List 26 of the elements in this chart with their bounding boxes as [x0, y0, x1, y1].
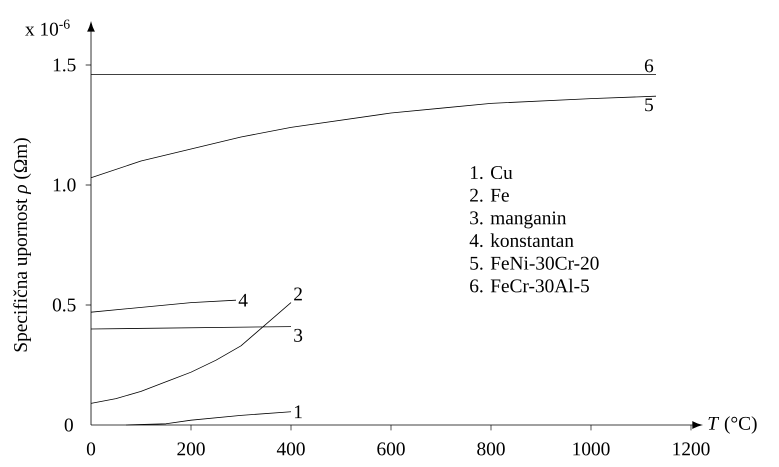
series-label: 5: [645, 98, 653, 112]
annotation: 3. manganin: [470, 211, 566, 228]
annotation: 6. FeCr-30Al-5: [470, 278, 589, 292]
series-label: 3: [294, 328, 302, 342]
y-axis-title: Specifična upornost ρ (Ωm): [13, 138, 31, 352]
y-tick-label: 1.5: [54, 58, 76, 72]
series-label: 1: [294, 405, 302, 418]
annotation: 4. konstantan: [470, 233, 574, 248]
series-label: 2: [294, 288, 302, 300]
annotation: 1. Cu: [470, 166, 512, 180]
y-tick-label: 0: [64, 418, 73, 432]
y-tick-label: 0.5: [52, 298, 76, 312]
series-label: 4: [238, 294, 248, 307]
y-tick-label: 1.0: [54, 178, 76, 192]
x-tick-label: 800: [477, 442, 505, 456]
x-tick-label: 0: [86, 442, 96, 456]
x-tick-label: 600: [377, 442, 405, 456]
x-tick-label: 200: [177, 442, 205, 456]
annotation: 5. FeNi-30Cr-20: [470, 256, 599, 270]
x-axis-title: T (°C): [708, 416, 757, 434]
annotation: 2. Fe: [470, 188, 509, 202]
series-label: 6: [644, 59, 654, 72]
x-tick-label: 400: [276, 442, 305, 456]
text: x 10$^{-6}$: [25, 20, 70, 36]
x-tick-label: 1200: [673, 442, 710, 456]
x-tick-label: 1000: [573, 442, 610, 456]
